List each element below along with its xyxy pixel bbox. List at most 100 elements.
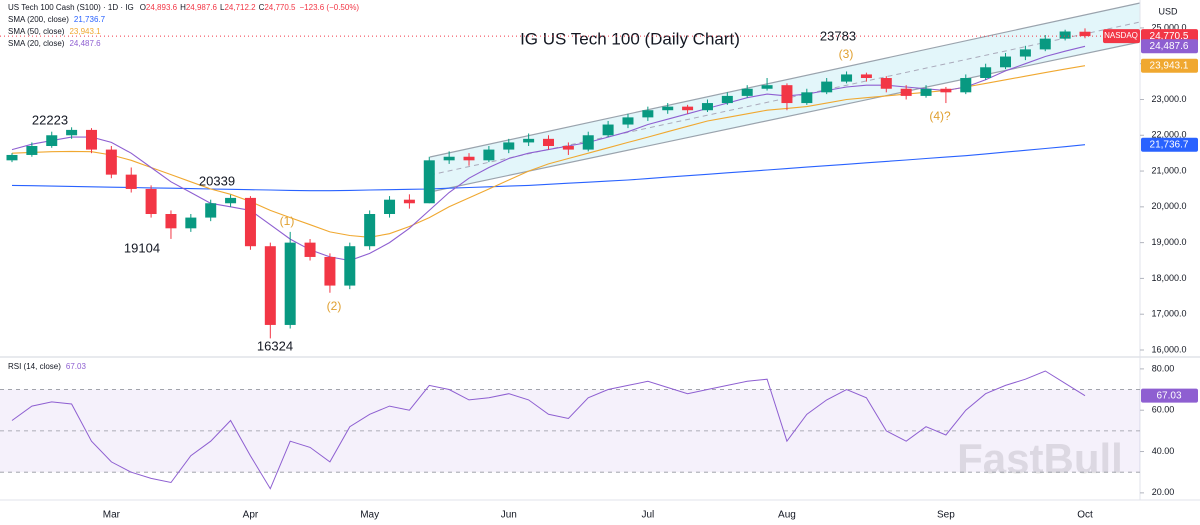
channel-top xyxy=(429,2,1141,158)
candle-body xyxy=(1019,49,1031,57)
candle-body xyxy=(781,85,793,104)
y-tick-label: 40.00 xyxy=(1152,446,1175,456)
x-tick-label: Jul xyxy=(641,510,654,521)
candle-body xyxy=(1079,31,1091,37)
ohlc-value: 24,770.5 xyxy=(264,3,296,12)
exchange: NASDAQ xyxy=(1104,31,1138,40)
candle-body xyxy=(66,129,78,136)
annotation: 16324 xyxy=(257,338,293,353)
candle-body xyxy=(26,146,38,155)
x-tick-label: Mar xyxy=(103,510,121,521)
y-tick-label: 23,000.0 xyxy=(1151,94,1186,104)
candle-body xyxy=(244,197,256,247)
candle-body xyxy=(463,156,475,161)
rsi-name: RSI (14, close) xyxy=(8,362,61,371)
legend-entry: SMA (50, close) 23,943.1 xyxy=(8,27,101,36)
candle-body xyxy=(423,160,435,204)
annotation: (3) xyxy=(839,47,854,61)
y-tick-label: 80.00 xyxy=(1152,363,1175,373)
header: US Tech 100 Cash (S100) · 1D · IG O24,893… xyxy=(8,3,359,12)
y-tick-label: 19,000.0 xyxy=(1151,237,1186,247)
y-tick-label: 17,000.0 xyxy=(1151,309,1186,319)
annotation: (2) xyxy=(327,299,342,313)
candle-body xyxy=(364,214,376,247)
candle-body xyxy=(682,106,694,111)
candle-body xyxy=(860,74,872,79)
candle-body xyxy=(920,88,932,96)
sma-line xyxy=(11,144,1086,192)
candle-body xyxy=(721,95,733,104)
candle-body xyxy=(443,156,455,161)
candle-body xyxy=(582,135,594,150)
candle-body xyxy=(980,67,992,79)
annotation: 23783 xyxy=(820,28,856,43)
sma-last: 24,487.6 xyxy=(1150,41,1189,52)
candle-body xyxy=(304,242,316,257)
candle-body xyxy=(145,188,157,215)
candle-body xyxy=(324,256,336,286)
y-tick-label: 20.00 xyxy=(1152,487,1175,497)
watermark: FastBull xyxy=(957,435,1123,482)
candle-body xyxy=(1039,38,1051,50)
y-tick-label: 21,000.0 xyxy=(1151,165,1186,175)
x-tick-label: Oct xyxy=(1077,510,1093,521)
candle-body xyxy=(801,92,813,104)
candle-body xyxy=(264,246,276,325)
candle-body xyxy=(880,78,892,89)
annotation: (4)? xyxy=(929,109,951,123)
y-tick-label: 16,000.0 xyxy=(1151,344,1186,354)
legend-entry: SMA (200, close) 21,736.7 xyxy=(8,15,106,24)
legend-value: 21,736.7 xyxy=(74,15,106,24)
annotation: 20339 xyxy=(199,173,235,188)
legend-value: 23,943.1 xyxy=(69,27,101,36)
legend-entry: SMA (20, close) 24,487.6 xyxy=(8,39,101,48)
legend-name: SMA (20, close) xyxy=(8,39,65,48)
candle-body xyxy=(761,85,773,89)
sma-last: 21,736.7 xyxy=(1150,139,1189,150)
currency: USD xyxy=(1158,6,1178,16)
change: −123.6 (−0.50%) xyxy=(300,3,360,12)
y-tick-label: 60.00 xyxy=(1152,405,1175,415)
channel-bottom xyxy=(429,41,1141,193)
candle-body xyxy=(900,88,912,96)
chart-title: IG US Tech 100 (Daily Chart) xyxy=(520,29,740,48)
ohlc-value: 24,987.6 xyxy=(186,3,218,12)
last-price: 24,770.5 xyxy=(1150,31,1189,42)
ohlc-value: 24,712.2 xyxy=(224,3,256,12)
sma-last-bg xyxy=(1141,39,1198,54)
y-tick-label: 18,000.0 xyxy=(1151,273,1186,283)
ohlc-key: C xyxy=(259,3,265,12)
y-tick-label: 25,000.0 xyxy=(1151,22,1186,32)
candle-body xyxy=(125,174,137,189)
candle-body xyxy=(562,146,574,150)
candle-body xyxy=(225,197,237,204)
candle-body xyxy=(741,88,753,96)
x-tick-label: Sep xyxy=(937,510,955,521)
annotation: (1) xyxy=(280,214,295,228)
symbol: US Tech 100 Cash (S100) · 1D · IG xyxy=(8,3,134,12)
candle-body xyxy=(523,138,535,143)
candle-body xyxy=(85,129,97,150)
legend-value: 24,487.6 xyxy=(69,39,101,48)
candle-body xyxy=(960,78,972,93)
candle-body xyxy=(403,199,415,204)
candle-body xyxy=(841,74,853,82)
legend-name: SMA (200, close) xyxy=(8,15,69,24)
ohlc-key: O xyxy=(140,3,146,12)
candle-body xyxy=(543,138,554,147)
annotation: 22223 xyxy=(32,112,68,127)
candle-body xyxy=(185,217,197,229)
candle-body xyxy=(821,81,833,93)
y-tick-label: 20,000.0 xyxy=(1151,201,1186,211)
y-tick-label: 22,000.0 xyxy=(1151,130,1186,140)
annotation: 19104 xyxy=(124,240,160,255)
legend-name: SMA (50, close) xyxy=(8,27,65,36)
rsi-legend: RSI (14, close) 67.03 xyxy=(8,362,86,371)
ohlc-key: L xyxy=(220,3,225,12)
ohlc-value: 24,893.6 xyxy=(146,3,178,12)
candle-body xyxy=(662,106,674,111)
rsi-last-bg xyxy=(1141,388,1198,403)
ohlc-key: H xyxy=(180,3,186,12)
candle-body xyxy=(284,242,296,325)
